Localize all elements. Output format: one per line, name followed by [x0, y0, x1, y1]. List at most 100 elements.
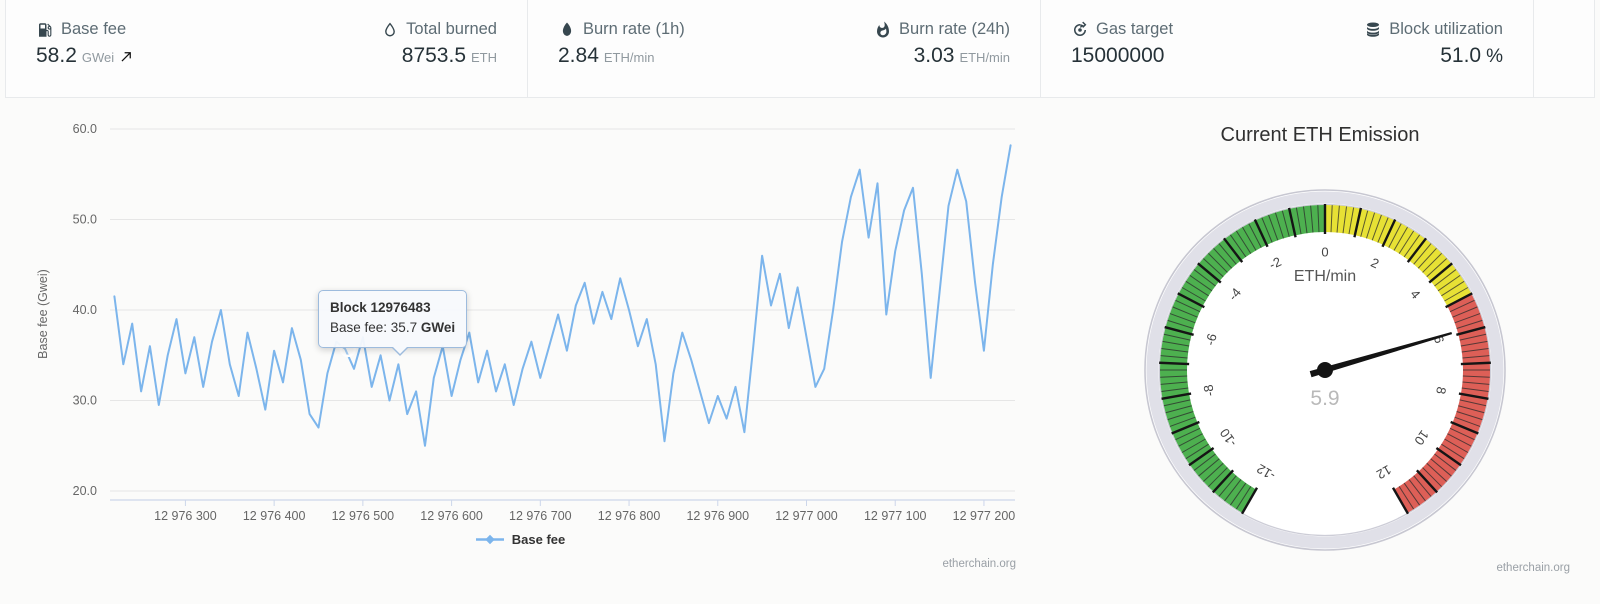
gauge-minor-tick: [1330, 205, 1333, 233]
gauge-minor-tick: [1408, 479, 1426, 502]
gauge-minor-tick: [1207, 252, 1228, 273]
stat-label: Burn rate (1h): [583, 20, 685, 38]
gauge-minor-tick: [1175, 427, 1201, 441]
chart-watermark: etherchain.org: [942, 558, 1016, 570]
gauge-minor-tick: [1242, 226, 1257, 251]
gauge-major-tick: [1188, 447, 1215, 467]
gauge-minor-tick: [1437, 274, 1461, 292]
gauge-minor-tick: [1454, 416, 1481, 427]
gauge-minor-tick: [1235, 486, 1252, 510]
gauge-major-tick: [1428, 262, 1453, 284]
chart-tooltip: Block 12976483 Base fee: 35.7 GWei: [318, 290, 468, 355]
gauge-minor-tick: [1454, 313, 1481, 324]
gauge-major-tick: [1458, 392, 1489, 401]
x-axis-tick-label: 12 977 100: [864, 509, 927, 523]
base-fee-line-series[interactable]: [113, 144, 1012, 447]
tooltip-block-number: Block 12976483: [330, 300, 431, 315]
stat-label: Block utilization: [1389, 20, 1503, 38]
gauge-major-tick: [1450, 420, 1479, 435]
stats-cell-2: Burn rate (1h) 2.84 ETH/min Burn rate (2…: [528, 0, 1041, 97]
legend-item-base-fee[interactable]: Base fee: [475, 532, 565, 547]
chart-legend: Base fee: [0, 532, 1040, 547]
gauge-minor-tick: [1193, 453, 1216, 471]
stat-burn-rate-1h: Burn rate (1h) 2.84 ETH/min: [558, 20, 685, 97]
gauge-title: Current ETH Emission: [1220, 124, 1420, 146]
gauge-minor-tick: [1175, 299, 1201, 313]
gauge-minor-tick: [1441, 280, 1465, 297]
gauge-minor-tick: [1162, 340, 1190, 347]
gauge-major-tick: [1161, 392, 1192, 401]
gauge-minor-tick: [1444, 438, 1469, 453]
gauge-minor-tick: [1181, 438, 1206, 453]
flame-icon: [562, 22, 572, 36]
gauge-value: 5.9: [1310, 387, 1339, 410]
gauge-minor-tick: [1317, 205, 1320, 233]
gauge-minor-tick: [1398, 486, 1415, 510]
gauge-minor-tick: [1434, 269, 1457, 287]
gauge-minor-tick: [1268, 214, 1279, 241]
gauge-minor-tick: [1462, 381, 1490, 385]
gauge-minor-tick: [1444, 287, 1469, 302]
gauge-minor-tick: [1178, 433, 1203, 447]
stat-block-utilization: Block utilization 51.0 %: [1364, 20, 1503, 97]
gauge-major-tick: [1287, 207, 1297, 238]
gauge-tick-label: 6: [1431, 334, 1447, 345]
stat-unit: ETH: [471, 50, 497, 65]
stat-label: Gas target: [1096, 20, 1174, 38]
stat-value: 51.0: [1440, 44, 1482, 67]
gauge-minor-tick: [1163, 333, 1191, 341]
gauge-minor-tick: [1422, 252, 1443, 273]
gauge-minor-tick: [1458, 405, 1485, 414]
gauge-minor-tick: [1167, 411, 1194, 421]
stat-value: 8753.5: [401, 44, 466, 67]
gauge-minor-tick: [1172, 306, 1198, 318]
gauge-major-tick: [1171, 420, 1200, 435]
gauge-minor-tick: [1360, 210, 1369, 237]
stat-gas-target: Gas target 15000000: [1071, 20, 1173, 97]
tooltip-base-fee: Base fee: 35.7 GWei: [330, 320, 456, 336]
gauge-minor-tick: [1371, 214, 1382, 241]
x-axis-tick-label: 12 976 300: [154, 509, 217, 523]
stat-total-burned: Total burned 8753.5 ETH: [381, 20, 497, 97]
gauge-major-tick: [1253, 219, 1269, 248]
gauge-tick-label: -6: [1202, 332, 1219, 347]
gauge-minor-tick: [1388, 223, 1402, 248]
gauge-minor-tick: [1213, 248, 1233, 269]
gauge-minor-tick: [1185, 443, 1209, 460]
gauge-minor-tick: [1422, 467, 1443, 488]
base-fee-chart[interactable]: 20.0 30.0 40.0 50.0 60.0 Base fee (Gwei) 12 97…: [0, 98, 1040, 530]
gauge-minor-tick: [1417, 248, 1437, 269]
gauge-minor-tick: [1203, 462, 1224, 482]
gauge-minor-tick: [1160, 375, 1188, 378]
gauge-minor-tick: [1449, 427, 1475, 441]
stat-value: 2.84: [558, 44, 599, 67]
main-content: 20.0 30.0 40.0 50.0 60.0 Base fee (Gwei) 12 97…: [0, 98, 1600, 604]
gauge-major-tick: [1415, 469, 1439, 494]
gauge-minor-tick: [1452, 306, 1478, 318]
gauge-minor-tick: [1441, 443, 1465, 460]
gauge-minor-tick: [1462, 355, 1490, 359]
gauge-tick-label: -8: [1200, 383, 1217, 397]
gauge-minor-tick: [1310, 205, 1314, 233]
gauge-minor-tick: [1165, 405, 1192, 414]
gauge-minor-tick: [1169, 416, 1196, 427]
gauge-major-tick: [1406, 237, 1428, 263]
x-axis-tick-label: 12 977 200: [953, 509, 1016, 523]
gauge-major-tick: [1177, 292, 1205, 309]
stats-bar: Base fee 58.2 GWei Total burned 8753.5 E…: [5, 0, 1595, 98]
gauge-minor-tick: [1189, 274, 1213, 292]
gauge-minor-tick: [1461, 347, 1489, 353]
x-axis-tick-label: 12 976 900: [686, 509, 749, 523]
database-icon: [1367, 22, 1380, 37]
gauge-minor-tick: [1413, 475, 1432, 497]
eth-emission-gauge-card: Current ETH Emission -12 -10 -8 -6 -4 -2 0 2 4 6 8…: [1040, 98, 1600, 604]
y-axis-tick-label: 40.0: [73, 303, 97, 317]
stat-burn-rate-24h: Burn rate (24h) 3.03 ETH/min: [874, 20, 1010, 97]
gauge-minor-tick: [1393, 226, 1408, 251]
stat-unit: GWei: [81, 50, 115, 65]
gauge-minor-tick: [1447, 433, 1472, 447]
gauge-major-tick: [1460, 361, 1491, 366]
stat-label: Total burned: [406, 20, 497, 38]
gauge-major-tick: [1391, 487, 1410, 515]
